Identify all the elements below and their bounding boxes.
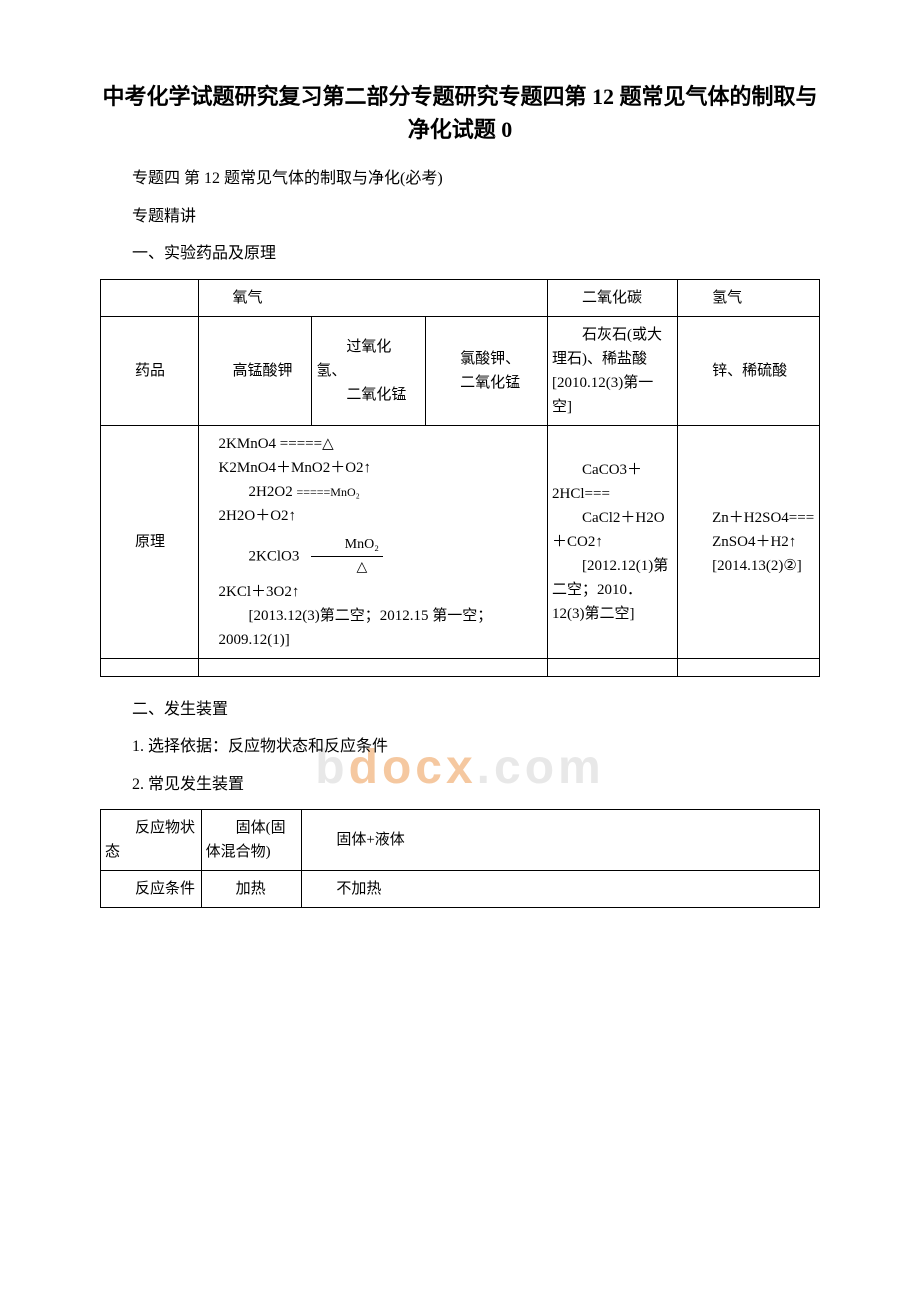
header-oxygen: 氧气 <box>198 279 548 316</box>
h2-l1: Zn＋H2SO4=== <box>712 510 814 526</box>
row-label-drug: 药品 <box>101 316 199 425</box>
principle-oxygen: 2KMnO4 =====△ K2MnO4＋MnO2＋O2↑ 2H2O2 ====… <box>198 425 548 658</box>
section2-item1: 1. 选择依据：反应物状态和反应条件 <box>100 734 820 760</box>
h2-l3: [2014.13(2)②] <box>682 554 815 578</box>
section2-item2: 2. 常见发生装置 <box>100 772 820 798</box>
h2-l2: ZnSO4＋H2↑ <box>682 530 815 554</box>
oxy-l6: 2KCl＋3O2↑ <box>219 580 544 604</box>
drug-c3: 氯酸钾、 二氧化锰 <box>426 316 548 425</box>
table-1: 氧气 二氧化碳 氢气 药品 高锰酸钾 过氧化氢、 二氧化锰 氯酸钾、 二氧化锰 … <box>100 279 820 677</box>
drug-c4: 石灰石(或大理石)、稀盐酸[2010.12(3)第一空] <box>548 316 678 425</box>
section1-heading: 一、实验药品及原理 <box>100 241 820 267</box>
oxy-l7: [2013.12(3)第二空；2012.15 第一空；2009.12(1)] <box>219 604 544 652</box>
oxy-l2: K2MnO4＋MnO2＋O2↑ <box>219 456 544 480</box>
state-c2: 固体+液体 <box>302 810 820 871</box>
drug-c2-l1: 过氧化氢、 <box>316 335 421 383</box>
oxy-l5: 2KClO3 MnO₂ △ <box>219 534 544 580</box>
oxy-l1-text: 2KMnO4 =====△ <box>219 436 334 452</box>
row-label-state: 反应物状态 <box>101 810 202 871</box>
principle-h2: Zn＋H2SO4=== ZnSO4＋H2↑ [2014.13(2)②] <box>678 425 820 658</box>
state-c1: 固体(固体混合物) <box>201 810 302 871</box>
drug-c1: 高锰酸钾 <box>198 316 312 425</box>
section2-heading: 二、发生装置 <box>100 697 820 723</box>
drug-c5: 锌、稀硫酸 <box>678 316 820 425</box>
row-label-condition: 反应条件 <box>101 871 202 908</box>
row-label-principle: 原理 <box>101 425 199 658</box>
table-row: 反应物状态 固体(固体混合物) 固体+液体 <box>101 810 820 871</box>
oxy-l3a: 2H2O2 <box>249 484 293 500</box>
oxy-l4: 2H2O＋O2↑ <box>219 504 544 528</box>
co2-l2: CaCl2＋H2O＋CO2↑ <box>552 506 673 554</box>
subtitle-1: 专题四 第 12 题常见气体的制取与净化(必考) <box>100 166 820 192</box>
drug-c2-l2: 二氧化锰 <box>316 383 421 407</box>
frac-bot: △ <box>311 557 383 579</box>
co2-l1: CaCO3＋2HCl=== <box>552 462 642 502</box>
page-title: 中考化学试题研究复习第二部分专题研究专题四第 12 题常见气体的制取与净化试题 … <box>100 80 820 146</box>
table-row: 药品 高锰酸钾 过氧化氢、 二氧化锰 氯酸钾、 二氧化锰 石灰石(或大理石)、稀… <box>101 316 820 425</box>
subtitle-2: 专题精讲 <box>100 204 820 230</box>
oxy-l1: 2KMnO4 =====△ <box>219 432 544 456</box>
oxy-l5-text: 2KClO3 <box>249 548 300 564</box>
table-row: 氧气 二氧化碳 氢气 <box>101 279 820 316</box>
table-row: 原理 2KMnO4 =====△ K2MnO4＋MnO2＋O2↑ 2H2O2 =… <box>101 425 820 658</box>
drug-c3-l1: 氯酸钾、 <box>430 347 543 371</box>
table-row: 反应条件 加热 不加热 <box>101 871 820 908</box>
header-co2: 二氧化碳 <box>548 279 678 316</box>
cond-c1: 加热 <box>201 871 302 908</box>
oxy-l3b: =====MnO₂ <box>296 485 359 499</box>
oxy-l3: 2H2O2 =====MnO₂ <box>219 480 544 504</box>
frac-top: MnO₂ <box>311 534 383 557</box>
co2-l3: [2012.12(1)第二空；2010．12(3)第二空] <box>552 554 673 626</box>
table-2: 反应物状态 固体(固体混合物) 固体+液体 反应条件 加热 不加热 <box>100 809 820 908</box>
drug-c2: 过氧化氢、 二氧化锰 <box>312 316 426 425</box>
fraction: MnO₂ △ <box>311 534 383 580</box>
drug-c3-l2: 二氧化锰 <box>430 371 543 395</box>
header-h2: 氢气 <box>678 279 820 316</box>
principle-co2: CaCO3＋2HCl=== CaCl2＋H2O＋CO2↑ [2012.12(1)… <box>548 425 678 658</box>
cond-c2: 不加热 <box>302 871 820 908</box>
table-row <box>101 658 820 676</box>
